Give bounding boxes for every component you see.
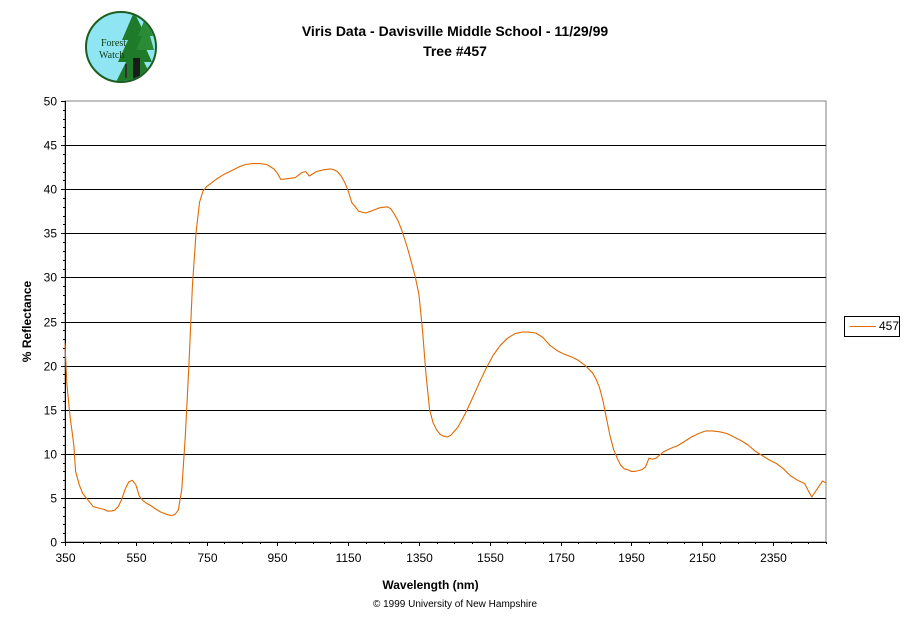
y-tick-label: 45: [44, 139, 58, 153]
x-tick-label: 2350: [760, 551, 787, 565]
x-tick-label: 1350: [406, 551, 433, 565]
x-tick-label: 1950: [618, 551, 645, 565]
y-tick-label: 15: [44, 404, 58, 418]
y-tick-label: 35: [44, 227, 58, 241]
y-tick-label: 40: [44, 183, 58, 197]
y-tick-label: 50: [44, 95, 58, 109]
chart-subtitle: Tree #457: [423, 43, 487, 59]
y-axis-label: % Reflectance: [20, 280, 34, 362]
legend: 457: [844, 316, 900, 337]
x-tick-label: 1150: [336, 551, 362, 565]
y-tick-label: 5: [50, 492, 57, 506]
legend-swatch: [850, 326, 876, 327]
y-tick-label: 10: [44, 448, 58, 462]
x-tick-label: 750: [197, 551, 217, 565]
x-axis-label: Wavelength (nm): [382, 578, 478, 592]
x-tick-label: 350: [55, 551, 75, 565]
series-line-457: [64, 163, 827, 517]
logo-text-forest: Forest: [101, 38, 126, 49]
chart-title: Viris Data - Davisville Middle School - …: [301, 23, 609, 39]
x-tick-label: 550: [126, 551, 146, 565]
x-tick-label: 2150: [689, 551, 716, 565]
y-tick-label: 30: [44, 271, 58, 285]
y-tick-label: 20: [44, 360, 58, 374]
x-tick-label: 950: [267, 551, 287, 565]
y-tick-label: 25: [44, 316, 58, 330]
legend-label: 457: [879, 319, 900, 333]
logo-text-watch: Watch: [99, 50, 124, 61]
x-tick-label: 1550: [477, 551, 504, 565]
forest-watch-logo: Forest Watch: [85, 11, 157, 83]
plot-area: [64, 100, 827, 543]
y-tick-label: 0: [50, 536, 57, 550]
copyright-footer: © 1999 University of New Hampshire: [372, 599, 538, 610]
x-tick-label: 1750: [548, 551, 575, 565]
